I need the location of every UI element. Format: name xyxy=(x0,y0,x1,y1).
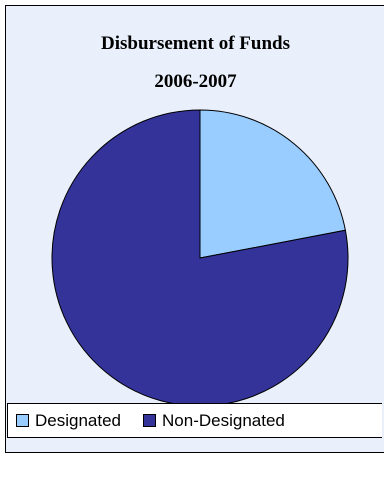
legend-swatch-non-designated xyxy=(143,414,157,427)
legend: Designated Non-Designated xyxy=(7,403,382,438)
pie-slice-non-designated xyxy=(51,109,349,407)
chart-title: Disbursement of Funds xyxy=(101,33,290,54)
pie-slice-designated xyxy=(199,109,346,259)
legend-swatch-designated xyxy=(16,414,29,427)
chart-subtitle: 2006-2007 xyxy=(154,71,237,92)
legend-item-non-designated: Non-Designated xyxy=(143,411,285,431)
legend-label-designated: Designated xyxy=(35,410,122,430)
legend-label-non-designated: Non-Designated xyxy=(162,410,285,430)
legend-item-designated: Designated xyxy=(16,411,121,431)
